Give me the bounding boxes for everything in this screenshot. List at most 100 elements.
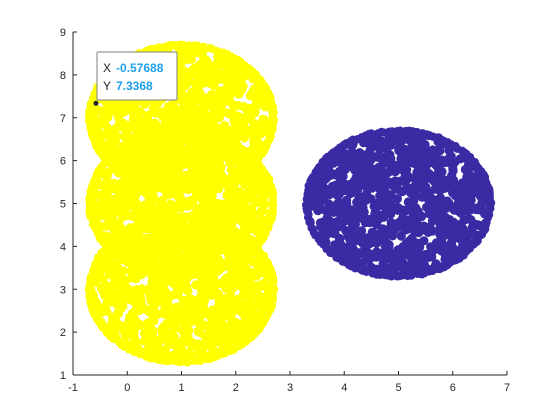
scatter-point: [377, 226, 388, 236]
y-tick-label: 2: [60, 327, 66, 339]
scatter-point: [260, 187, 270, 197]
scatter-point: [244, 250, 254, 260]
scatter-point: [217, 258, 227, 268]
scatter-point: [190, 48, 200, 58]
scatter-point: [127, 211, 137, 221]
data-tip[interactable]: X -0.57688 Y 7.3368: [93, 51, 178, 106]
scatter-point: [220, 339, 230, 349]
scatter-point: [352, 213, 362, 223]
scatter-point: [449, 205, 459, 215]
scatter-point: [258, 299, 269, 309]
scatter-point: [268, 200, 278, 210]
scatter-point: [104, 125, 114, 135]
scatter-point: [222, 96, 232, 106]
scatter-point: [208, 155, 218, 165]
scatter-point: [203, 171, 213, 181]
scatter-cluster: [301, 126, 496, 281]
scatter-point: [170, 323, 181, 333]
scatter-point: [158, 322, 168, 332]
scatter-point: [396, 154, 406, 164]
scatter-point: [236, 162, 246, 172]
scatter-point: [321, 230, 331, 241]
scatter-point: [363, 138, 373, 148]
scatter-point: [444, 244, 454, 254]
scatter-point: [114, 114, 124, 124]
scatter-point: [224, 237, 234, 247]
scatter-point: [317, 196, 327, 206]
scatter-point: [214, 245, 224, 255]
scatter-point: [269, 115, 279, 125]
scatter-point: [130, 198, 140, 208]
scatter-point: [152, 215, 161, 224]
scatter-point: [344, 226, 354, 236]
scatter-point: [201, 57, 211, 67]
scatter-point: [396, 231, 406, 241]
scatter-point: [199, 148, 209, 158]
scatter-point: [135, 263, 145, 273]
scatter-point: [414, 178, 424, 188]
scatter-point: [212, 238, 222, 248]
scatter-point: [204, 232, 214, 242]
scatter-point: [250, 315, 260, 325]
y-tick-label: 5: [60, 199, 66, 211]
scatter-point: [246, 194, 256, 204]
scatter-point: [338, 171, 348, 181]
scatter-point: [124, 319, 134, 329]
scatter-point: [218, 330, 228, 340]
scatter-point: [459, 215, 469, 225]
scatter-point: [349, 163, 359, 173]
scatter-point: [109, 250, 119, 261]
scatter-point: [145, 160, 156, 171]
scatter-series-1[interactable]: [301, 126, 496, 281]
data-tip-box[interactable]: [96, 51, 178, 101]
plot-area[interactable]: [84, 40, 496, 367]
scatter-point: [141, 242, 151, 253]
scatter-point: [196, 134, 206, 144]
scatter-point: [203, 290, 213, 300]
scatter-point: [324, 190, 334, 200]
scatter-point: [448, 164, 458, 174]
scatter-point: [404, 145, 414, 155]
scatter-point: [251, 89, 261, 99]
scatter-point: [358, 239, 368, 249]
scatter-point: [220, 300, 230, 310]
scatter-point: [171, 289, 181, 299]
scatter-point: [160, 128, 170, 137]
scatter-point: [433, 163, 443, 173]
scatter-point: [412, 208, 422, 218]
scatter-point: [125, 312, 135, 322]
scatter-point: [125, 165, 135, 175]
scatter-point: [248, 123, 258, 133]
scatter-point: [213, 123, 223, 133]
y-tick-label: 1: [60, 370, 66, 382]
scatter-point: [182, 54, 192, 65]
scatter-point: [462, 205, 472, 215]
scatter-point: [177, 276, 187, 286]
y-tick-label: 3: [60, 284, 66, 296]
scatter-series-0[interactable]: [84, 40, 279, 367]
y-tick-label: 7: [60, 113, 66, 125]
scatter-point: [214, 317, 224, 327]
scatter-point: [177, 145, 187, 155]
scatter-point: [200, 307, 211, 317]
scatter-point: [252, 227, 262, 237]
scatter-point: [400, 161, 410, 171]
scatter-point: [132, 321, 142, 331]
scatter-point: [107, 106, 117, 117]
scatter-point: [164, 309, 175, 319]
scatter-point: [398, 213, 408, 223]
scatter-point: [117, 153, 128, 163]
scatter-point: [437, 155, 447, 165]
scatter-point: [330, 240, 340, 250]
scatter-point: [110, 274, 120, 284]
scatter-point: [208, 344, 218, 355]
scatter-point: [379, 212, 389, 222]
scatter-point: [140, 99, 150, 109]
y-tick-label: 9: [60, 27, 66, 39]
data-tip-marker[interactable]: [93, 100, 99, 106]
scatter-point: [381, 238, 391, 248]
scatter-point: [210, 63, 220, 73]
y-tick-label: 8: [60, 70, 66, 82]
scatter-point: [389, 251, 399, 261]
scatter-point: [453, 198, 463, 208]
